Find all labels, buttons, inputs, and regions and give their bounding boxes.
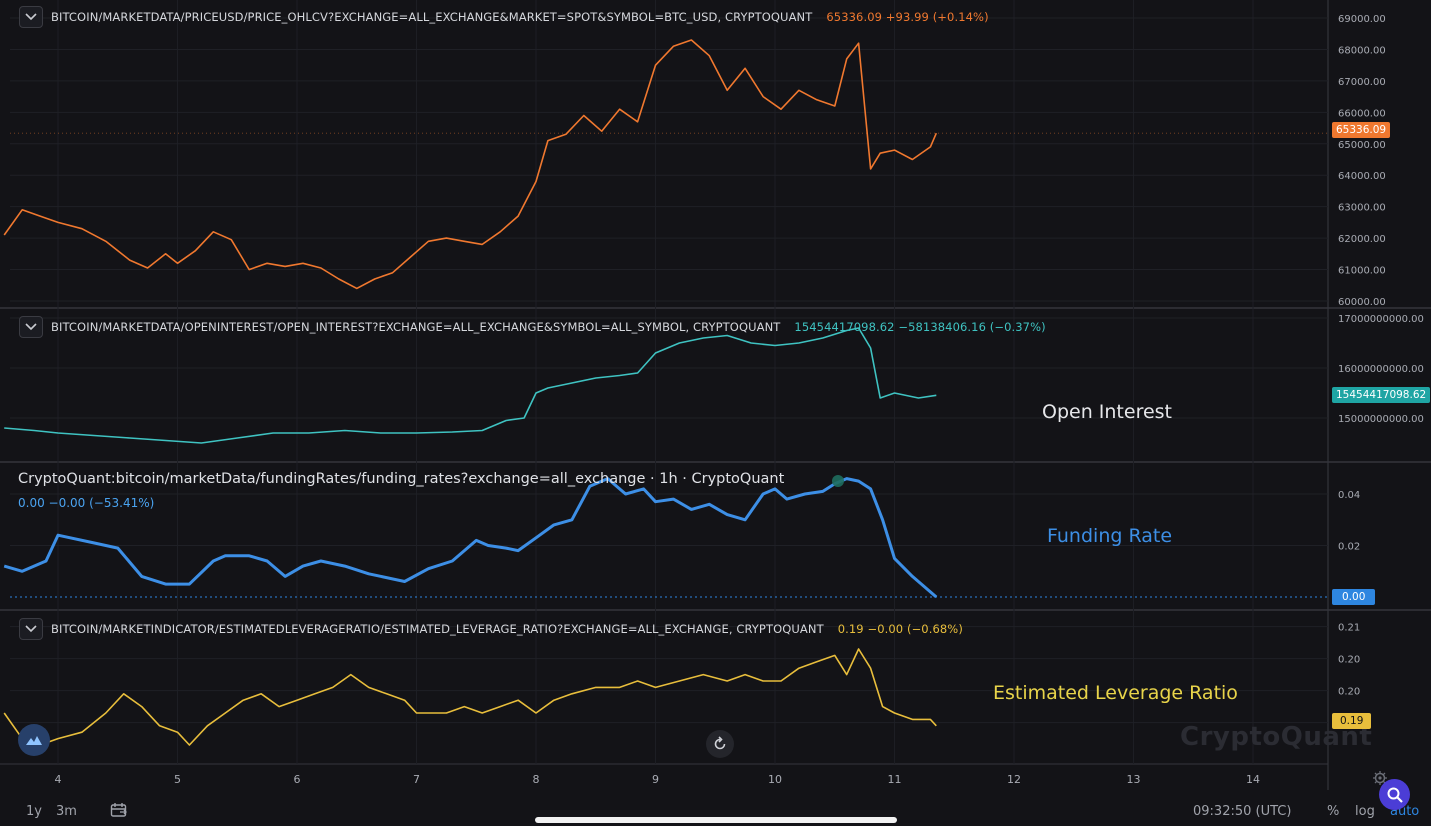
y-tick-label: 0.04 <box>1338 490 1360 501</box>
elr-last-value: 0.19 −0.00 (−0.68%) <box>837 622 963 636</box>
chevron-down-icon <box>25 625 37 633</box>
funding-rate-label: Funding Rate <box>1047 525 1173 547</box>
x-tick-label: 4 <box>55 773 62 786</box>
x-tick-label: 5 <box>174 773 181 786</box>
y-tick-label: 0.20 <box>1338 655 1360 666</box>
calendar-range-icon <box>110 803 127 817</box>
percent-scale-toggle[interactable]: % <box>1327 804 1340 819</box>
oi-collapse-button[interactable] <box>19 316 43 338</box>
search-icon <box>1387 787 1403 803</box>
y-tick-label: 68000.00 <box>1338 45 1386 56</box>
y-tick-label: 17000000000.00 <box>1338 314 1424 325</box>
reset-chart-button[interactable] <box>706 730 734 758</box>
oi-pane-header: BITCOIN/MARKETDATA/OPENINTEREST/OPEN_INT… <box>19 316 1046 338</box>
y-tick-label: 0.20 <box>1338 687 1360 698</box>
y-tick-label: 63000.00 <box>1338 203 1386 214</box>
date-range-button[interactable] <box>110 802 128 822</box>
x-tick-label: 7 <box>413 773 420 786</box>
y-tick-label: 69000.00 <box>1338 14 1386 25</box>
x-tick-label: 11 <box>888 773 902 786</box>
funding-axis-tag: 0.00 <box>1332 589 1376 605</box>
y-tick-label: 64000.00 <box>1338 171 1386 182</box>
y-tick-label: 15000000000.00 <box>1338 414 1424 425</box>
elr-collapse-button[interactable] <box>19 618 43 640</box>
elr-series-name: BITCOIN/MARKETINDICATOR/ESTIMATEDLEVERAG… <box>51 622 824 636</box>
x-tick-label: 10 <box>768 773 782 786</box>
oi-last-value: 15454417098.62 −58138406.16 (−0.37%) <box>794 320 1046 334</box>
y-tick-label: 62000.00 <box>1338 234 1386 245</box>
price-collapse-button[interactable] <box>19 6 43 28</box>
y-tick-label: 16000000000.00 <box>1338 364 1424 375</box>
price-series-line <box>3 39 938 290</box>
y-tick-label: 0.02 <box>1338 542 1360 553</box>
funding-series-line <box>3 477 938 599</box>
open-interest-label: Open Interest <box>1042 401 1173 423</box>
price-pane-header: BITCOIN/MARKETDATA/PRICEUSD/PRICE_OHLCV?… <box>19 6 989 28</box>
x-tick-label: 13 <box>1127 773 1141 786</box>
price-axis-tag: 65336.09 <box>1332 122 1391 138</box>
price-series-name: BITCOIN/MARKETDATA/PRICEUSD/PRICE_OHLCV?… <box>51 10 813 24</box>
reset-chart-icon <box>714 736 726 750</box>
search-button[interactable] <box>1379 779 1410 810</box>
y-tick-label: 0.21 <box>1338 623 1360 634</box>
x-tick-label: 12 <box>1007 773 1021 786</box>
x-tick-label: 8 <box>533 773 540 786</box>
elr-series-line <box>3 648 937 746</box>
elr-pane-header: BITCOIN/MARKETINDICATOR/ESTIMATEDLEVERAG… <box>19 618 963 640</box>
y-tick-label: 61000.00 <box>1338 266 1386 277</box>
chevron-down-icon <box>25 323 37 331</box>
y-tick-label: 60000.00 <box>1338 297 1386 308</box>
x-tick-label: 14 <box>1246 773 1260 786</box>
x-tick-label: 9 <box>652 773 659 786</box>
oi-series-name: BITCOIN/MARKETDATA/OPENINTEREST/OPEN_INT… <box>51 320 781 334</box>
y-tick-label: 66000.00 <box>1338 108 1386 119</box>
oi-axis-tag: 15454417098.62 <box>1332 387 1431 403</box>
oi-series-line <box>4 327 937 444</box>
x-tick-label: 6 <box>294 773 301 786</box>
y-tick-label: 67000.00 <box>1338 77 1386 88</box>
range-3m-button[interactable]: 3m <box>56 804 77 819</box>
funding-pane-title: CryptoQuant:bitcoin/marketData/fundingRa… <box>18 471 785 487</box>
log-scale-toggle[interactable]: log <box>1355 804 1375 819</box>
leverage-ratio-label: Estimated Leverage Ratio <box>993 682 1238 704</box>
funding-last-value: 0.00 −0.00 (−53.41%) <box>18 496 155 510</box>
elr-axis-tag: 0.19 <box>1332 713 1372 729</box>
utc-clock[interactable]: 09:32:50 (UTC) <box>1193 804 1292 819</box>
range-1y-button[interactable]: 1y <box>26 804 42 819</box>
funding-highlight-dot <box>832 475 844 487</box>
price-last-value: 65336.09 +93.99 (+0.14%) <box>826 10 989 24</box>
cryptoquant-logo-icon <box>18 724 50 756</box>
chevron-down-icon <box>25 13 37 21</box>
y-tick-label: 65000.00 <box>1338 140 1386 151</box>
home-indicator <box>535 817 897 823</box>
